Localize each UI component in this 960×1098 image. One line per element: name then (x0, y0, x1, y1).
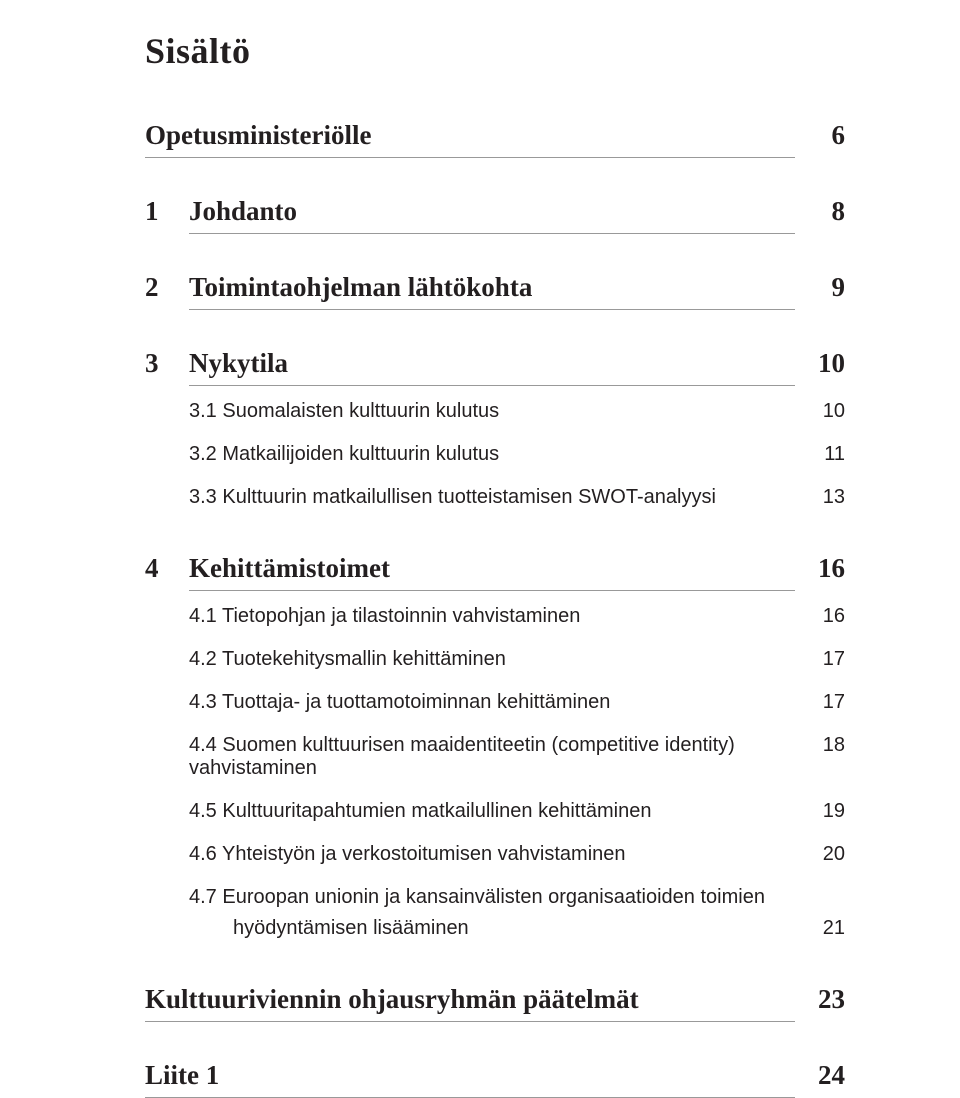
toc-entry-page: 13 (795, 486, 845, 515)
toc-entry-page: 8 (795, 196, 845, 233)
toc-entry-label: 3.3 Kulttuurin matkailullisen tuotteista… (189, 486, 795, 515)
toc-entry-page: 24 (795, 1060, 845, 1097)
toc-entry-label: 4.4 Suomen kulttuurisen maaidentiteetin … (189, 734, 795, 786)
toc-entry-page: 17 (795, 691, 845, 720)
toc-entry-label: 3.1 Suomalaisten kulttuurin kulutus (189, 400, 795, 429)
toc-entry-page: 9 (795, 272, 845, 309)
toc-entry-label: Nykytila (189, 348, 795, 386)
toc-entry-page: 23 (795, 984, 845, 1021)
toc-entry-label: hyödyntämisen lisääminen (189, 915, 795, 946)
toc-entry-label: Opetusministeriölle (145, 120, 795, 158)
toc-entry-page: 10 (795, 348, 845, 385)
toc-entry-level2: 4.4 Suomen kulttuurisen maaidentiteetin … (145, 734, 845, 786)
toc-entry-level2: 3.1 Suomalaisten kulttuurin kulutus10 (145, 400, 845, 429)
toc-title: Sisältö (145, 30, 845, 72)
toc-entry-page: 11 (795, 443, 845, 472)
toc-entry-level2: 3.2 Matkailijoiden kulttuurin kulutus11 (145, 443, 845, 472)
toc-entry-label: 4.5 Kulttuuritapahtumien matkailullinen … (189, 800, 795, 829)
toc-entry-page: 10 (795, 400, 845, 429)
toc-entry-level2: 4.7 Euroopan unionin ja kansainvälisten … (145, 886, 845, 915)
toc-entry-number: 2 (145, 272, 189, 303)
toc-entry-page: 20 (795, 843, 845, 872)
toc-entry-number: 3 (145, 348, 189, 379)
toc-entry-label: Toimintaohjelman lähtökohta (189, 272, 795, 310)
toc-entry-page: 16 (795, 605, 845, 634)
toc-entry-page: 17 (795, 648, 845, 677)
toc-entry-label: 4.1 Tietopohjan ja tilastoinnin vahvista… (189, 605, 795, 634)
toc-entry-number: 1 (145, 196, 189, 227)
toc-entry-label: 3.2 Matkailijoiden kulttuurin kulutus (189, 443, 795, 472)
toc-entry-label: Liite 1 (145, 1060, 795, 1098)
toc-entry-number: 4 (145, 553, 189, 584)
toc-entry-page: 16 (795, 553, 845, 590)
toc-entry-page: 21 (795, 917, 845, 946)
toc-entry-level2: 4.3 Tuottaja- ja tuottamotoiminnan kehit… (145, 691, 845, 720)
toc-entry-label: 4.6 Yhteistyön ja verkostoitumisen vahvi… (189, 843, 795, 872)
toc-page: Sisältö Opetusministeriölle6 1Johdanto8 2T… (0, 0, 960, 965)
toc-entry-page: 19 (795, 800, 845, 829)
toc-entry-level1: Opetusministeriölle6 (145, 120, 845, 158)
toc-entry-level2: 4.2 Tuotekehitysmallin kehittäminen17 (145, 648, 845, 677)
toc-entry-level2: 4.1 Tietopohjan ja tilastoinnin vahvista… (145, 605, 845, 634)
toc-entry-level1: 2Toimintaohjelman lähtökohta9 (145, 272, 845, 310)
toc-entry-level2: 4.5 Kulttuuritapahtumien matkailullinen … (145, 800, 845, 829)
toc-entry-level1: 4Kehittämistoimet16 (145, 553, 845, 591)
toc-entry-level2: 4.6 Yhteistyön ja verkostoitumisen vahvi… (145, 843, 845, 872)
toc-entry-level1: 1Johdanto8 (145, 196, 845, 234)
toc-entry-level2: hyödyntämisen lisääminen21 (145, 915, 845, 946)
toc-entry-page: 6 (795, 120, 845, 157)
toc-entry-level1: 3Nykytila10 (145, 348, 845, 386)
toc-entry-page (795, 897, 845, 903)
toc-entry-level1: Kulttuuriviennin ohjausryhmän päätelmät2… (145, 984, 845, 1022)
toc-entry-label: 4.7 Euroopan unionin ja kansainvälisten … (189, 886, 795, 915)
toc-entry-level2: 3.3 Kulttuurin matkailullisen tuotteista… (145, 486, 845, 515)
toc-entry-page: 18 (795, 734, 845, 763)
toc-entry-label: 4.2 Tuotekehitysmallin kehittäminen (189, 648, 795, 677)
toc-entry-label: Kehittämistoimet (189, 553, 795, 591)
toc-entry-level1: Liite 124 (145, 1060, 845, 1098)
toc-entry-label: 4.3 Tuottaja- ja tuottamotoiminnan kehit… (189, 691, 795, 720)
toc-entries: Opetusministeriölle6 1Johdanto8 2Toimintao… (145, 120, 845, 1098)
toc-entry-label: Kulttuuriviennin ohjausryhmän päätelmät (145, 984, 795, 1022)
toc-entry-label: Johdanto (189, 196, 795, 234)
